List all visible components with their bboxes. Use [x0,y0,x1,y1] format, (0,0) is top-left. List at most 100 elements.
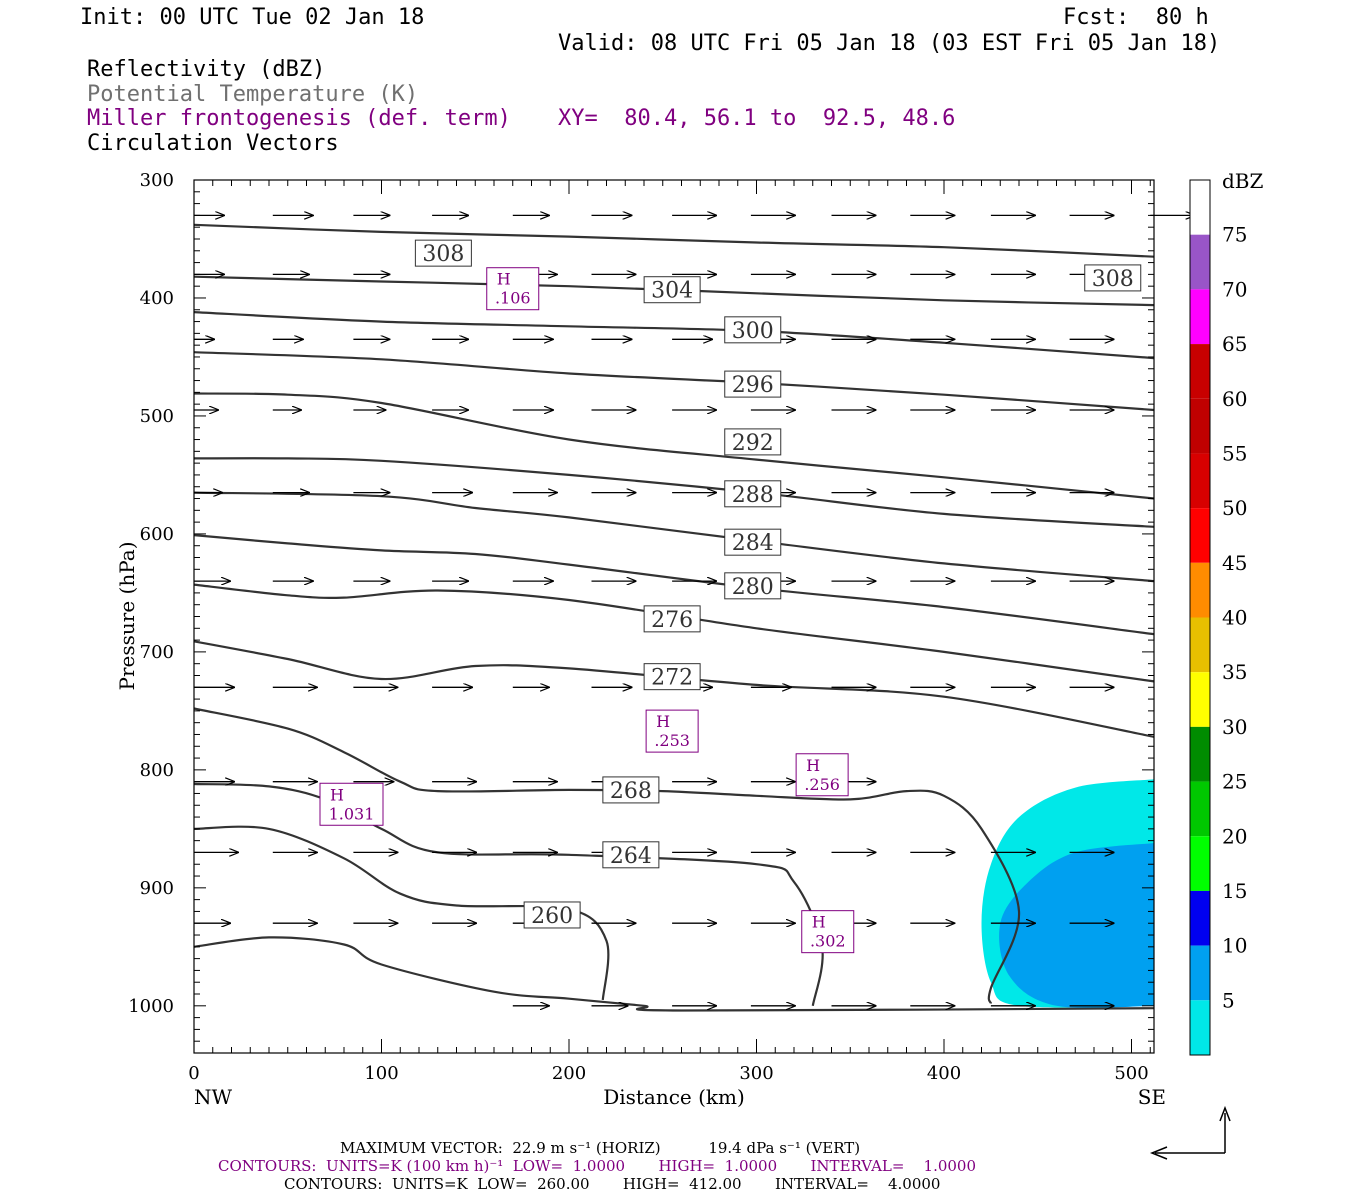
theta-label-text: 284 [732,531,774,556]
theta-contour-256 [193,936,1155,1012]
colorbar-frame [1189,179,1211,1056]
frontogenesis-box [801,910,855,954]
theta-contour-288 [193,457,1155,528]
frontogenesis-max: H.256 [795,753,849,797]
theta-label-text: 264 [610,844,652,869]
y-tick-label: 300 [140,170,174,191]
theta-contour-308 [193,223,1155,258]
colorbar-tick-label: 50 [1222,496,1247,520]
theta-label-288: 288 [724,480,782,508]
field-potential-temperature: Potential Temperature (K) [87,82,419,107]
colorbar-segment [1190,945,1210,1001]
max-vector-info: MAXIMUM VECTOR: 22.9 m s⁻¹ (HORIZ) 19.4 … [340,1139,861,1157]
frontogenesis-label: H [812,913,826,932]
y-tick-label: 800 [140,760,174,781]
theta-label-box [643,605,701,633]
colorbar-tick-label: 20 [1222,824,1247,848]
colorbar-tick-label: 65 [1222,332,1247,356]
theta-label-text: 268 [610,779,652,804]
right-end-label: SE [1138,1085,1166,1109]
colorbar-segment [1190,726,1210,782]
theta-label-text: 308 [1092,267,1134,292]
theta-label-text: 280 [732,575,774,600]
theta-label-296: 296 [724,370,782,398]
frontogenesis-box [486,267,540,311]
theta-label-box [724,428,782,456]
frontogenesis-contour-info: CONTOURS: UNITS=K (100 km h)⁻¹ LOW= 1.00… [218,1157,977,1175]
field-circulation-vectors: Circulation Vectors [87,131,339,156]
frontogenesis-value: .253 [654,731,690,750]
init-time: Init: 00 UTC Tue 02 Jan 18 [80,5,425,30]
theta-label-text: 276 [651,608,693,633]
y-tick-label: 600 [140,524,174,545]
frontogenesis-box [319,782,384,826]
theta-label-box [414,239,472,267]
frontogenesis-label: H [656,712,670,731]
theta-label-box [643,276,701,304]
x-axis-label: Distance (km) [603,1085,745,1109]
x-tick-label: 0 [188,1063,199,1084]
colorbar-segment [1190,453,1210,509]
theta-label-292: 292 [724,428,782,456]
theta-label-box [602,776,660,804]
colorbar-tick-label: 35 [1222,660,1247,684]
colorbar-segment [1190,344,1210,399]
colorbar-tick-label: 55 [1222,441,1247,465]
colorbar-tick-label: 10 [1222,934,1247,958]
theta-label-260: 260 [523,901,581,929]
field-reflectivity: Reflectivity (dBZ) [87,57,326,82]
theta-label-text: 296 [732,373,774,398]
theta-label-box [724,370,782,398]
colorbar-tick-label: 25 [1222,770,1247,794]
x-tick-label: 500 [1114,1063,1148,1084]
theta-label-text: 292 [732,431,774,456]
frontogenesis-value: .256 [804,775,840,794]
y-tick-label: 400 [140,288,174,309]
frontogenesis-value: .302 [810,932,846,951]
theta-label-308: 308 [414,239,472,267]
theta-label-box [1084,264,1142,292]
y-tick-label: 900 [140,878,174,899]
theta-label-276: 276 [643,605,701,633]
theta-label-text: 300 [732,319,774,344]
theta-contour-264 [193,782,824,1007]
frontogenesis-label: H [497,270,511,289]
valid-time: Valid: 08 UTC Fri 05 Jan 18 (03 EST Fri … [558,31,1221,56]
theta-contour-272 [193,640,1155,738]
theta-label-text: 288 [732,483,774,508]
colorbar-tick-label: 5 [1222,988,1235,1012]
frontogenesis-label: H [806,756,820,775]
colorbar-segment [1190,617,1210,673]
theta-contour-268 [193,707,1021,1004]
theta-contour-280 [193,534,1155,636]
colorbar-segment [1190,180,1210,235]
theta-label-box [643,663,701,691]
x-tick-label: 200 [552,1063,586,1084]
theta-contour-260 [193,825,610,1001]
x-tick-label: 400 [927,1063,961,1084]
theta-contour-info: CONTOURS: UNITS=K LOW= 260.00 HIGH= 412.… [284,1175,941,1193]
colorbar-tick-label: 40 [1222,606,1247,630]
y-axis-label: Pressure (hPa) [115,542,139,691]
colorbar-segment [1190,672,1210,727]
theta-contour-296 [193,351,1155,412]
theta-label-284: 284 [724,528,782,556]
left-end-label: NW [194,1085,233,1109]
theta-label-box [724,528,782,556]
frontogenesis-value: .106 [495,289,531,308]
colorbar-unit: dBZ [1222,169,1264,193]
colorbar-segment [1190,1000,1210,1055]
y-tick-label: 500 [140,406,174,427]
frontogenesis-max: H1.031 [319,782,384,826]
theta-label-text: 304 [651,279,693,304]
frontogenesis-box [795,753,849,797]
frontogenesis-max: H.302 [801,910,855,954]
theta-label-300: 300 [724,316,782,344]
frontogenesis-label: H [330,785,344,804]
theta-contour-284 [193,491,1155,583]
field-frontogenesis: Miller frontogenesis (def. term) [87,106,511,131]
theta-label-308: 308 [1084,264,1142,292]
theta-label-264: 264 [602,841,660,869]
theta-label-304: 304 [643,276,701,304]
frontogenesis-max: H.106 [486,267,540,311]
